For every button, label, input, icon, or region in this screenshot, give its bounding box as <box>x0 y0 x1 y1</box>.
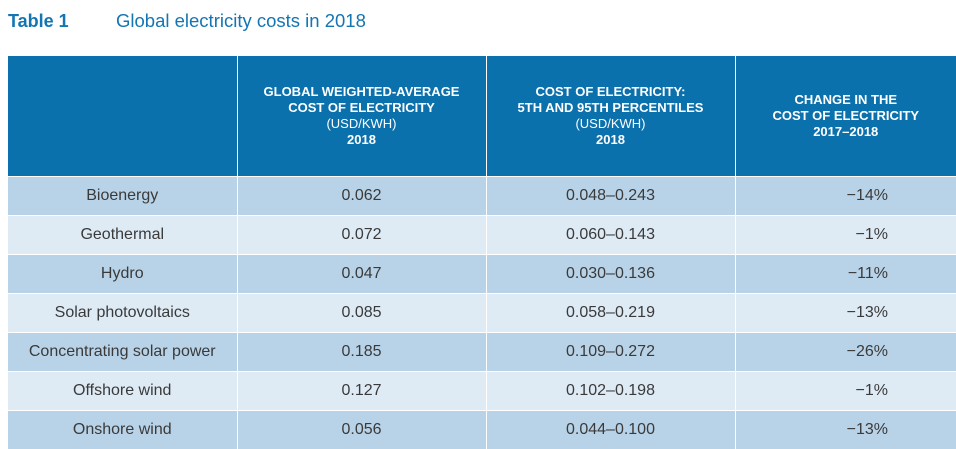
technology-cell: Offshore wind <box>8 372 237 411</box>
technology-cell: Geothermal <box>8 216 237 255</box>
table-number: Table 1 <box>8 11 116 32</box>
table-row: Solar photovoltaics 0.085 0.058–0.219 −1… <box>8 294 956 333</box>
technology-cell: Onshore wind <box>8 411 237 449</box>
change-cell: −13% <box>735 294 956 333</box>
header-percentiles-unit: (USD/KWH) <box>491 116 731 132</box>
technology-cell: Bioenergy <box>8 177 237 216</box>
change-cell: −26% <box>735 333 956 372</box>
header-change-years: 2017–2018 <box>740 124 953 140</box>
header-weighted-average: GLOBAL WEIGHTED-AVERAGE COST OF ELECTRIC… <box>237 56 486 177</box>
header-weighted-average-unit: (USD/KWH) <box>242 116 482 132</box>
header-percentiles-year: 2018 <box>491 132 731 148</box>
table-header-row: GLOBAL WEIGHTED-AVERAGE COST OF ELECTRIC… <box>8 56 956 177</box>
percentile-range-cell: 0.058–0.219 <box>486 294 735 333</box>
percentile-range-cell: 0.048–0.243 <box>486 177 735 216</box>
change-cell: −13% <box>735 411 956 449</box>
percentile-range-cell: 0.060–0.143 <box>486 216 735 255</box>
table-row: Offshore wind 0.127 0.102–0.198 −1% <box>8 372 956 411</box>
table-row: Concentrating solar power 0.185 0.109–0.… <box>8 333 956 372</box>
average-cost-cell: 0.127 <box>237 372 486 411</box>
average-cost-cell: 0.085 <box>237 294 486 333</box>
change-cell: −1% <box>735 372 956 411</box>
header-weighted-average-year: 2018 <box>242 132 482 148</box>
technology-cell: Concentrating solar power <box>8 333 237 372</box>
table-title: Global electricity costs in 2018 <box>116 10 366 32</box>
header-weighted-average-line1: GLOBAL WEIGHTED-AVERAGE <box>242 84 482 100</box>
table-row: Onshore wind 0.056 0.044–0.100 −13% <box>8 411 956 449</box>
change-cell: −1% <box>735 216 956 255</box>
header-change-line1: CHANGE IN THE <box>740 92 953 108</box>
average-cost-cell: 0.185 <box>237 333 486 372</box>
header-change: CHANGE IN THE COST OF ELECTRICITY 2017–2… <box>735 56 956 177</box>
table-row: Bioenergy 0.062 0.048–0.243 −14% <box>8 177 956 216</box>
electricity-costs-table: GLOBAL WEIGHTED-AVERAGE COST OF ELECTRIC… <box>8 56 956 449</box>
average-cost-cell: 0.072 <box>237 216 486 255</box>
percentile-range-cell: 0.109–0.272 <box>486 333 735 372</box>
technology-cell: Solar photovoltaics <box>8 294 237 333</box>
header-percentiles: COST OF ELECTRICITY: 5TH AND 95TH PERCEN… <box>486 56 735 177</box>
change-cell: −11% <box>735 255 956 294</box>
percentile-range-cell: 0.044–0.100 <box>486 411 735 449</box>
percentile-range-cell: 0.030–0.136 <box>486 255 735 294</box>
header-weighted-average-line2: COST OF ELECTRICITY <box>242 100 482 116</box>
change-cell: −14% <box>735 177 956 216</box>
table-row: Geothermal 0.072 0.060–0.143 −1% <box>8 216 956 255</box>
header-percentiles-line2: 5TH AND 95TH PERCENTILES <box>491 100 731 116</box>
header-percentiles-line1: COST OF ELECTRICITY: <box>491 84 731 100</box>
header-change-line2: COST OF ELECTRICITY <box>740 108 953 124</box>
average-cost-cell: 0.062 <box>237 177 486 216</box>
technology-cell: Hydro <box>8 255 237 294</box>
average-cost-cell: 0.047 <box>237 255 486 294</box>
header-technology <box>8 56 237 177</box>
table-row: Hydro 0.047 0.030–0.136 −11% <box>8 255 956 294</box>
table-caption: Table 1 Global electricity costs in 2018 <box>8 9 366 33</box>
percentile-range-cell: 0.102–0.198 <box>486 372 735 411</box>
average-cost-cell: 0.056 <box>237 411 486 449</box>
